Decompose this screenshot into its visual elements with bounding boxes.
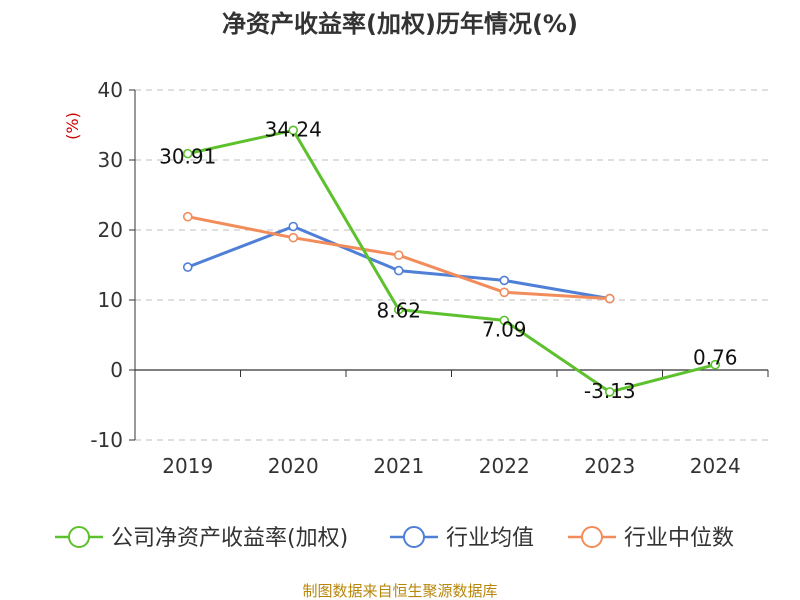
y-tick-label: 40 (98, 78, 123, 102)
x-tick-label: 2022 (479, 454, 530, 478)
data-point (288, 125, 299, 136)
data-point (499, 315, 510, 326)
data-label: 0.76 (693, 346, 738, 370)
y-tick-label: -10 (90, 428, 123, 452)
y-tick-label: 0 (110, 358, 123, 382)
chart-title: 净资产收益率(加权)历年情况(%) (222, 10, 578, 38)
x-tick-label: 2024 (690, 454, 741, 478)
data-point (393, 265, 404, 276)
series-line (187, 225, 611, 301)
legend-item: 行业均值 (390, 526, 534, 551)
data-label: 30.91 (159, 145, 216, 169)
x-tick-label: 2023 (584, 454, 635, 478)
data-point (393, 304, 404, 315)
data-point (604, 387, 615, 397)
y-tick-label: 10 (98, 288, 123, 312)
series-group: 30.91 34.24 8.62 7.09 -3.13 0.76 (159, 117, 737, 403)
legend-marker (68, 526, 90, 548)
source-note: 制图数据来自恒生聚源数据库 (302, 582, 497, 600)
legend-item: 公司净资产收益率(加权) (55, 526, 348, 551)
data-label: 8.62 (376, 299, 421, 323)
data-point (499, 287, 510, 298)
data-point (182, 148, 193, 159)
legend-label: 行业中位数 (624, 526, 734, 551)
axes: -10 0 10 20 30 40 2019 2020 2021 2022 2023 2024 (90, 78, 769, 478)
series-0: 30.91 34.24 8.62 7.09 -3.13 0.76 (159, 117, 737, 403)
legend-marker (581, 526, 603, 548)
data-point (182, 262, 193, 272)
legend-marker (403, 526, 425, 548)
x-tick-label: 2020 (268, 454, 319, 478)
data-point (393, 250, 404, 260)
legend: 公司净资产收益率(加权) 行业均值 行业中位数 (55, 526, 734, 551)
data-point (604, 293, 615, 304)
grid-lines (135, 89, 768, 441)
data-label: 34.24 (265, 117, 322, 141)
legend-label: 公司净资产收益率(加权) (111, 526, 348, 551)
data-point (288, 221, 299, 232)
data-point (182, 211, 193, 222)
data-point (499, 275, 510, 286)
y-axis-label: (%) (63, 112, 82, 140)
x-tick-label: 2021 (373, 454, 424, 478)
data-point (710, 359, 721, 370)
series-line (187, 128, 716, 394)
legend-label: 行业均值 (446, 526, 534, 551)
data-label: -3.13 (584, 379, 636, 403)
legend-item: 行业中位数 (568, 526, 734, 551)
data-label: 7.09 (482, 317, 527, 341)
x-tick-label: 2019 (162, 454, 213, 478)
y-tick-label: 30 (98, 148, 123, 172)
series-2 (182, 211, 615, 304)
series-1 (182, 221, 615, 304)
data-point (288, 232, 299, 243)
y-tick-label: 20 (98, 218, 123, 242)
